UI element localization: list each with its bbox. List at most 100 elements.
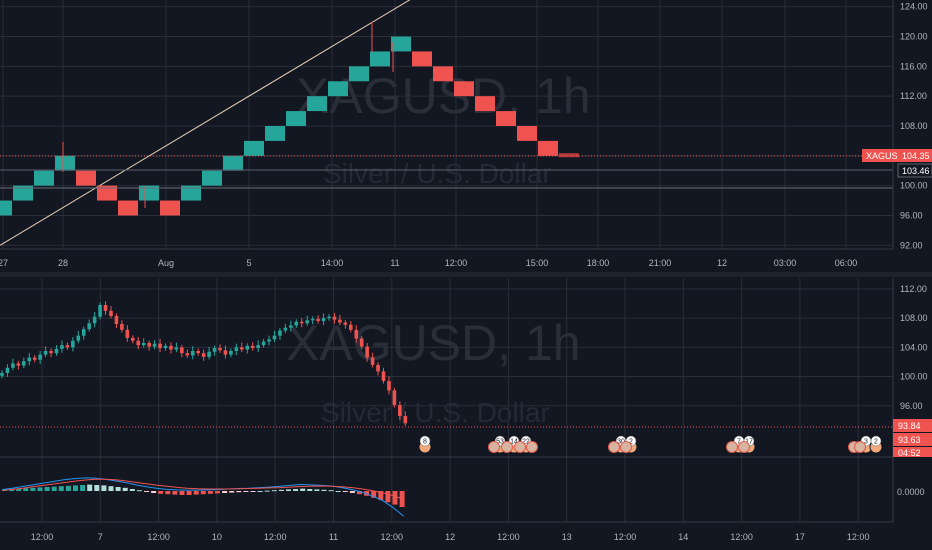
macd-histogram-bar [122, 487, 128, 491]
event-badge-bubble [870, 435, 882, 447]
last-price-tag [898, 149, 932, 162]
candle-body [392, 390, 397, 406]
top-x-tick-label: 11 [390, 258, 399, 268]
renko-brick [475, 96, 495, 112]
macd-histogram-bar [250, 491, 256, 492]
bottom-y-tick-label: 112.00 [900, 284, 927, 294]
macd-signal-line [1, 478, 404, 500]
macd-histogram-bar [186, 491, 192, 495]
event-badge-label: 7 [737, 439, 741, 446]
renko-brick [538, 140, 558, 156]
macd-histogram-bar [115, 487, 121, 491]
candle-body [349, 324, 353, 330]
renko-bricks [0, 22, 579, 216]
event-flag-icon [854, 441, 866, 453]
candle-body [338, 319, 342, 323]
candle-body [332, 316, 337, 320]
candle-body [185, 353, 190, 356]
renko-brick [118, 200, 138, 216]
event-flag-icon [608, 441, 620, 453]
bottom-x-tick-label: 12:00 [847, 532, 870, 542]
top-y-tick-label: 116.00 [900, 61, 927, 71]
event-badge-label: 2 [629, 439, 633, 446]
bottom-x-tick-label: 11 [329, 532, 338, 542]
candle-body [381, 371, 386, 381]
macd-histogram-bar [151, 491, 157, 493]
renko-brick [412, 51, 432, 67]
top-x-axis[interactable]: 27 28 Aug 5 14:00 11 12:00 15:00 18:00 21:00 12 03:… [0, 248, 893, 268]
macd-histogram-bar [257, 491, 263, 492]
bottom-chart-panel[interactable]: XAGUSD, 1h Silver / U.S. Dollar 8 53 14 22 3… [0, 278, 893, 522]
candle-body [54, 348, 59, 354]
bottom-y-tick-label: 96.00 [900, 401, 923, 411]
top-chart-panel[interactable]: XAGUSD, 1h Silver / U.S. Dollar [0, 0, 893, 249]
top-y-axis[interactable]: 124.00120.00116.00112.00108.00104.00100.… [862, 0, 932, 250]
event-badge-label: 22 [522, 439, 530, 446]
candle-body [261, 341, 266, 346]
macd-histogram-bar [357, 491, 362, 495]
candle-body [343, 322, 348, 325]
top-y-tick-label: 96.00 [900, 210, 923, 220]
top-x-tick-label: 18:00 [587, 258, 610, 268]
candle-body [131, 337, 135, 341]
candle-body [22, 361, 26, 366]
candle-body [147, 342, 151, 347]
macd-histogram-bar [30, 487, 36, 491]
renko-brick [34, 170, 54, 186]
candle-body [272, 335, 277, 340]
macd-histogram-bar [108, 486, 114, 491]
event-badge-label: 3 [864, 439, 868, 446]
macd-histogram-bar [87, 484, 93, 491]
trendline[interactable] [0, 0, 448, 246]
renko-brick [97, 185, 117, 201]
candle-body [65, 345, 70, 348]
panel-separator[interactable] [0, 272, 932, 277]
candle-body [5, 367, 10, 373]
event-flag-icon [514, 441, 526, 453]
top-x-tick-label: 14:00 [321, 258, 344, 268]
macd-histogram-bar [200, 491, 206, 495]
candle-body [71, 340, 75, 348]
macd-histogram-bar [243, 491, 249, 492]
candle-body [310, 318, 315, 321]
renko-brick [139, 185, 159, 201]
event-badges[interactable]: 8 53 14 22 30 2 7 17 3 2 [418, 435, 883, 454]
bottom-x-tick-label: 12:00 [614, 532, 637, 542]
candle-body [305, 320, 309, 324]
macd-histogram-bar [94, 485, 100, 491]
candle-body [327, 316, 331, 319]
renko-brick [13, 185, 33, 201]
macd-histogram-bar [293, 489, 299, 491]
macd-histogram-bar [23, 488, 29, 491]
macd-histogram-bar [58, 486, 64, 491]
bottom-y-axis[interactable]: 112.00 108.00 104.00 100.00 96.00 93.84 93.6… [892, 278, 932, 522]
candle-body [316, 318, 320, 322]
macd-histogram-bar [44, 487, 50, 491]
bottom-countdown-text: 04:52 [898, 448, 921, 458]
candle-body [27, 357, 32, 362]
candle-body [370, 357, 375, 365]
macd-pane[interactable] [1, 477, 405, 517]
candle-body [289, 325, 293, 328]
macd-histogram-bar [264, 490, 270, 492]
bottom-x-tick-label: 12:00 [497, 532, 520, 542]
event-badge-label: 53 [496, 439, 504, 446]
symbol-tag-text: XAGUSD [866, 151, 905, 161]
top-y-tick-label: 92.00 [900, 240, 923, 250]
renko-brick [55, 155, 75, 171]
last-price-tag-text: 104.35 [902, 151, 930, 161]
macd-histogram-bar [51, 486, 57, 491]
price-tag-2 [897, 163, 932, 178]
bottom-x-axis[interactable]: 12:00 7 12:00 10 12:00 11 12:00 12 12:00 13 12:00 1… [0, 521, 893, 542]
candle-body [354, 329, 359, 339]
bottom-x-tick-label: 10 [212, 532, 222, 542]
top-y-tick-label: 120.00 [900, 32, 928, 42]
candle-body [125, 329, 130, 338]
event-flag-icon [526, 441, 538, 453]
event-badge-label: 30 [617, 439, 625, 446]
macd-histogram-bar [179, 491, 185, 495]
renko-brick [202, 170, 222, 186]
renko-brick [265, 125, 285, 141]
renko-brick [559, 153, 579, 158]
